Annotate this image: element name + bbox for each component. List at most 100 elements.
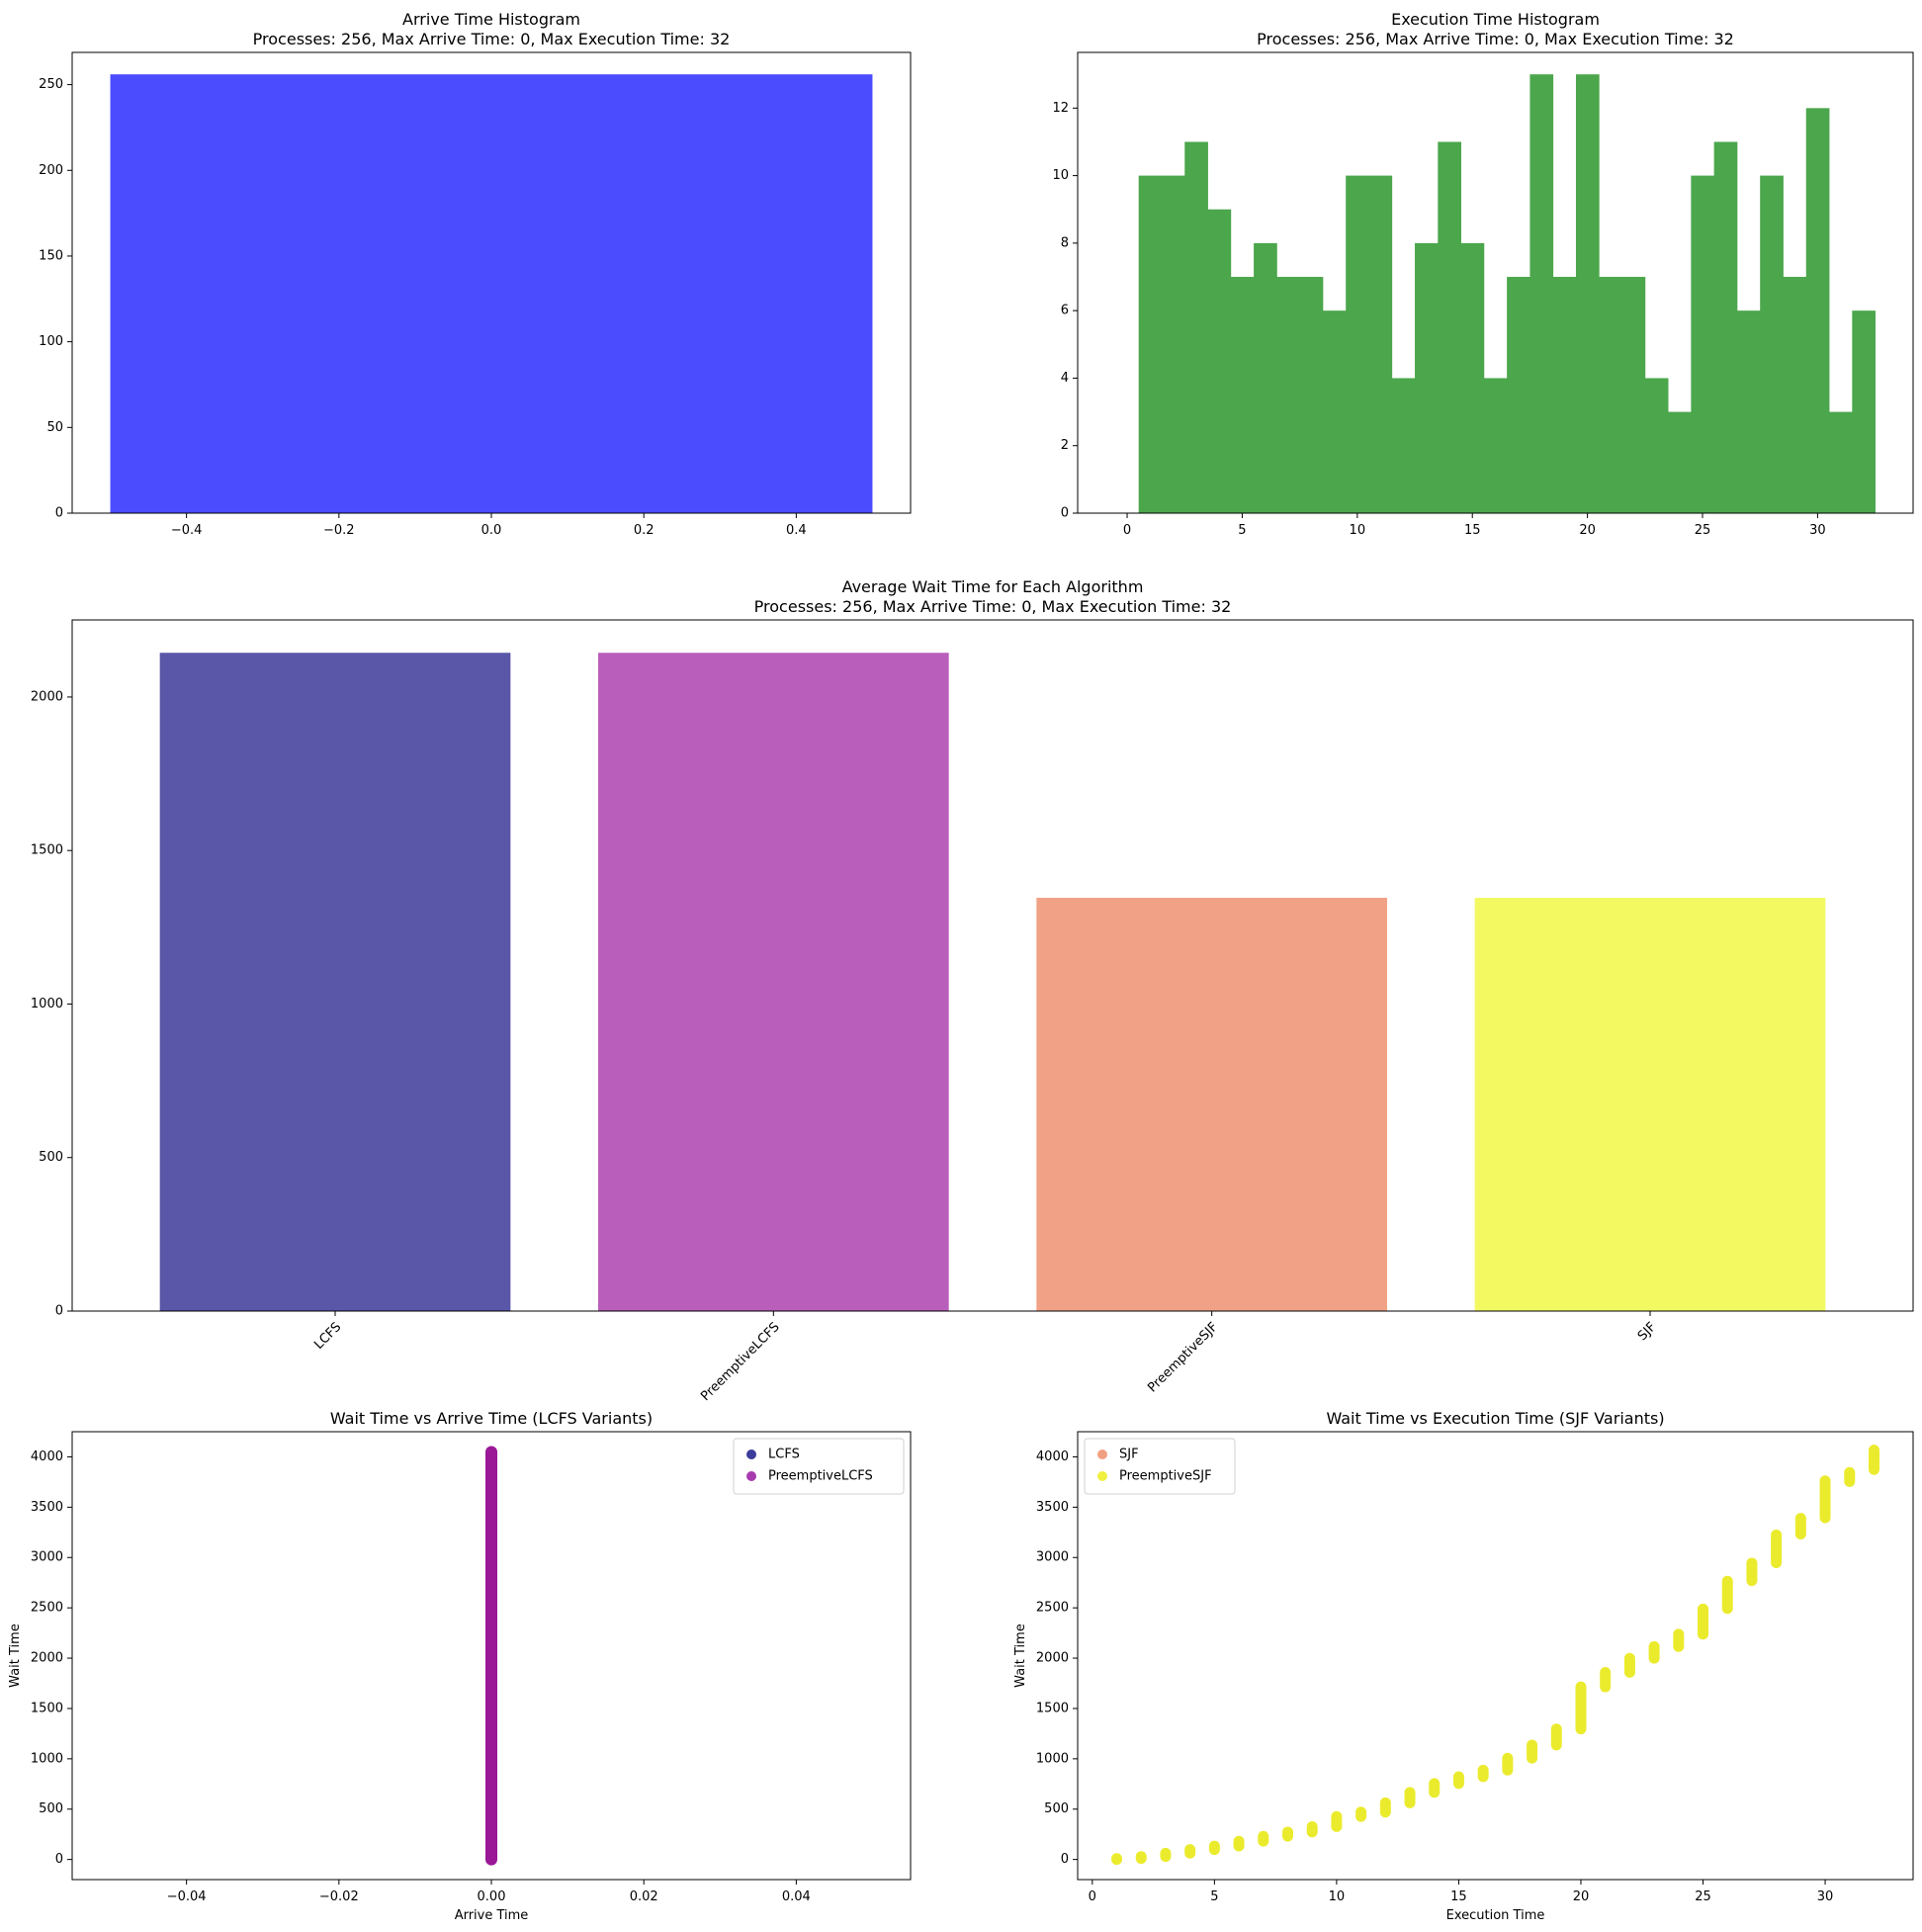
legend-frame bbox=[1084, 1438, 1236, 1495]
x-tick-label: 15 bbox=[1450, 1889, 1467, 1904]
y-tick-label: 2 bbox=[1061, 438, 1069, 453]
x-tick-label: −0.02 bbox=[319, 1889, 359, 1904]
category-label: SJF bbox=[1635, 1320, 1659, 1344]
chart-title: Wait Time vs Execution Time (SJF Variant… bbox=[1326, 1409, 1664, 1428]
chart-title: Execution Time Histogram bbox=[1391, 10, 1600, 29]
x-tick-label: 25 bbox=[1695, 1889, 1711, 1904]
y-tick-label: 2000 bbox=[1036, 1651, 1069, 1666]
y-tick-label: 0 bbox=[1061, 506, 1069, 521]
histogram-bar bbox=[1276, 277, 1301, 513]
y-tick-label: 0 bbox=[55, 1852, 63, 1867]
scatter-point-cluster bbox=[1135, 1851, 1147, 1865]
histogram-bar bbox=[1805, 108, 1830, 513]
y-tick-label: 1500 bbox=[1036, 1701, 1069, 1715]
histogram-bar bbox=[1415, 242, 1439, 513]
y-tick-label: 1500 bbox=[31, 1701, 63, 1715]
legend-label: SJF bbox=[1119, 1448, 1139, 1462]
category-label: PreemptiveLCFS bbox=[698, 1320, 782, 1404]
scatter-point-cluster bbox=[1698, 1603, 1709, 1640]
x-tick-label: 5 bbox=[1238, 523, 1246, 538]
histogram-bar bbox=[1507, 277, 1530, 513]
scatter-point-column bbox=[485, 1446, 497, 1866]
scatter-point-cluster bbox=[1160, 1847, 1172, 1863]
y-tick-label: 0 bbox=[1061, 1852, 1069, 1867]
histogram-bar bbox=[1552, 277, 1577, 513]
histogram-bar bbox=[1783, 277, 1807, 513]
chart-title: Wait Time vs Arrive Time (LCFS Variants) bbox=[330, 1409, 653, 1428]
y-tick-label: 6 bbox=[1061, 304, 1069, 318]
y-tick-label: 200 bbox=[39, 163, 63, 178]
y-axis-label: Wait Time bbox=[1013, 1624, 1028, 1688]
y-tick-label: 500 bbox=[1044, 1801, 1069, 1816]
bar-preemptivesjf bbox=[1036, 898, 1387, 1311]
bar-lcfs bbox=[159, 653, 511, 1311]
scatter-point-cluster bbox=[1844, 1466, 1856, 1487]
chart-subtitle: Processes: 256, Max Arrive Time: 0, Max … bbox=[1257, 30, 1734, 48]
scatter-point-cluster bbox=[1355, 1806, 1367, 1822]
y-tick-label: 0 bbox=[55, 506, 63, 521]
histogram-bar bbox=[1346, 175, 1369, 513]
y-tick-label: 1000 bbox=[1036, 1751, 1069, 1766]
x-tick-label: −0.2 bbox=[323, 523, 355, 538]
scatter-point-cluster bbox=[1208, 1840, 1220, 1856]
y-axis-label: Wait Time bbox=[8, 1624, 23, 1688]
scatter-point-cluster bbox=[1550, 1723, 1562, 1751]
legend-marker bbox=[1097, 1449, 1107, 1459]
histogram-bar bbox=[1254, 242, 1277, 513]
x-tick-label: 30 bbox=[1809, 523, 1826, 538]
scatter-point-cluster bbox=[1502, 1752, 1514, 1776]
axes-frame bbox=[71, 619, 1914, 1312]
histogram-bar bbox=[1161, 175, 1185, 513]
y-tick-label: 250 bbox=[39, 77, 63, 92]
scatter-point-cluster bbox=[1746, 1557, 1758, 1587]
x-tick-label: 10 bbox=[1350, 523, 1366, 538]
scatter-point-cluster bbox=[1111, 1853, 1123, 1866]
y-tick-label: 3500 bbox=[31, 1500, 63, 1515]
histogram-bar bbox=[1713, 141, 1738, 513]
y-tick-label: 500 bbox=[39, 1150, 63, 1165]
y-tick-label: 4 bbox=[1061, 371, 1069, 386]
category-label: PreemptiveSJF bbox=[1145, 1320, 1221, 1396]
scatter-point-cluster bbox=[1575, 1681, 1587, 1735]
y-tick-label: 10 bbox=[1052, 168, 1069, 183]
y-tick-label: 4000 bbox=[1036, 1449, 1069, 1464]
x-tick-label: 0 bbox=[1089, 1889, 1096, 1904]
execution-time-histogram: 0 2 4 6 8 10 12 0 5 10 15 20 25 30 Execution Time Hist… bbox=[1052, 10, 1914, 538]
legend-frame bbox=[733, 1438, 905, 1495]
histogram-bar bbox=[1621, 277, 1646, 513]
y-tick-label: 3000 bbox=[31, 1550, 63, 1565]
histogram-bar bbox=[1599, 277, 1622, 513]
legend-marker bbox=[1097, 1471, 1107, 1481]
x-tick-label: 0.0 bbox=[481, 523, 502, 538]
y-tick-label: 8 bbox=[1061, 235, 1069, 250]
scatter-point-cluster bbox=[1452, 1771, 1464, 1790]
histogram-bar bbox=[1760, 175, 1784, 513]
y-tick-label: 50 bbox=[46, 420, 63, 435]
histogram-bar bbox=[1460, 242, 1485, 513]
y-tick-label: 100 bbox=[39, 334, 63, 349]
histogram-bar bbox=[1736, 310, 1761, 513]
x-tick-label: 5 bbox=[1210, 1889, 1218, 1904]
average-wait-time-chart: 0 500 1000 1500 2000 LCFS PreemptiveLCFS Preemp… bbox=[31, 577, 1914, 1404]
histogram-bar bbox=[1368, 175, 1393, 513]
scatter-point-cluster bbox=[1648, 1640, 1660, 1664]
scatter-point-cluster bbox=[1794, 1513, 1806, 1540]
x-tick-label: 0.02 bbox=[630, 1889, 658, 1904]
scatter-point-cluster bbox=[1819, 1475, 1831, 1524]
x-tick-label: 0.4 bbox=[786, 523, 807, 538]
x-tick-label: 20 bbox=[1573, 1889, 1590, 1904]
histogram-bar bbox=[1391, 378, 1416, 513]
scatter-point-cluster bbox=[1404, 1787, 1416, 1808]
scatter-point-cluster bbox=[1429, 1778, 1441, 1799]
y-tick-label: 4000 bbox=[31, 1449, 63, 1464]
chart-subtitle: Processes: 256, Max Arrive Time: 0, Max … bbox=[754, 597, 1232, 616]
histogram-bar bbox=[1483, 378, 1508, 513]
chart-subtitle: Processes: 256, Max Arrive Time: 0, Max … bbox=[253, 30, 731, 48]
histogram-bar bbox=[1829, 411, 1853, 513]
lcfs-scatter-chart: 0 500 1000 1500 2000 2500 3000 3500 4000 −0.04 −0.… bbox=[8, 1409, 912, 1923]
y-tick-label: 2000 bbox=[31, 689, 63, 704]
y-tick-label: 1000 bbox=[31, 997, 63, 1011]
scatter-point-cluster bbox=[1331, 1810, 1343, 1832]
legend-marker bbox=[746, 1471, 756, 1481]
